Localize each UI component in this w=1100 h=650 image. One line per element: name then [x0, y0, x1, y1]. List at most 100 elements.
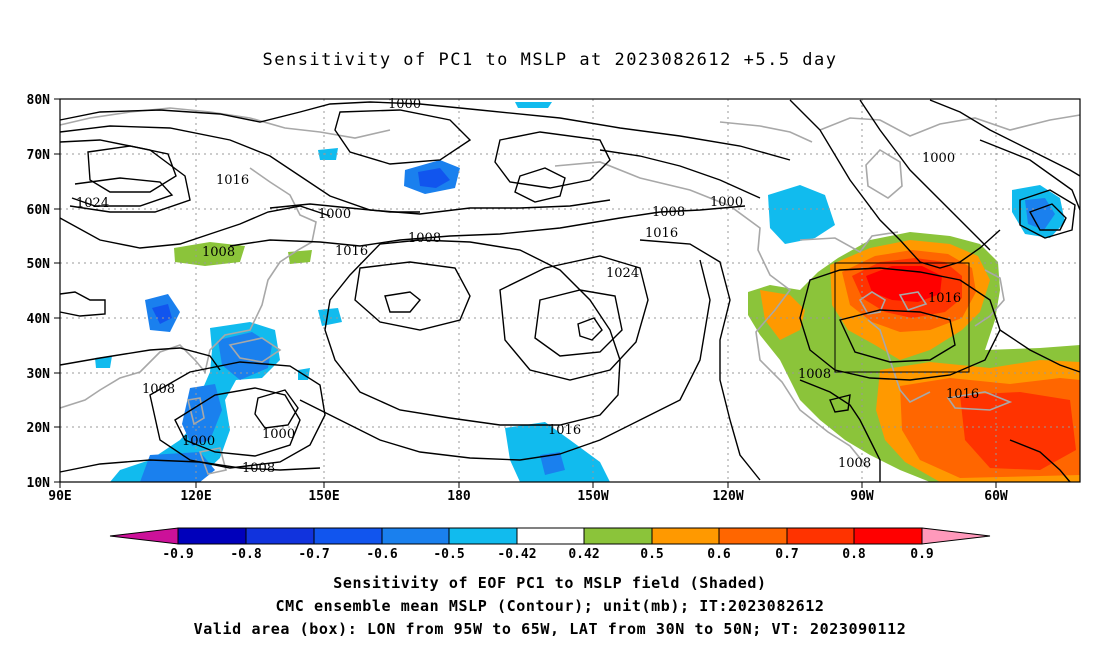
- coastline: [59, 167, 317, 409]
- mslp-contour: [534, 289, 623, 357]
- mslp-contour: [59, 347, 221, 371]
- coastline: [719, 121, 813, 143]
- mslp-contour: [829, 394, 851, 413]
- negative-sensitivity-region: [95, 356, 112, 368]
- coastline: [858, 291, 887, 315]
- latitude-labels: 80N 70N 60N 50N 40N 30N 20N 10N: [27, 93, 51, 491]
- lat-label: 80N: [27, 93, 51, 108]
- mslp-contour: [254, 389, 299, 429]
- contour-label: 1016: [216, 173, 249, 188]
- longitude-labels: 90E 120E 150E 180 150W 120W 90W 60W: [48, 489, 1008, 504]
- colorbar-label: -0.8: [230, 547, 261, 562]
- mslp-contour: [789, 99, 1001, 269]
- colorbar-label: -0.42: [497, 547, 536, 562]
- positive-sensitivity-region: [866, 266, 942, 302]
- negative-sensitivity-region: [768, 185, 835, 244]
- positive-sensitivity-region: [760, 290, 805, 340]
- mslp-contour: [59, 459, 321, 473]
- mslp-contour: [354, 261, 471, 331]
- negative-sensitivity-region: [140, 452, 215, 482]
- contour-label: 1000: [710, 195, 743, 210]
- mslp-contour: [929, 99, 1081, 177]
- colorbar-segment: [381, 527, 450, 545]
- coastlines: [59, 107, 1081, 475]
- mslp-contour: [999, 329, 1081, 373]
- coastline: [187, 397, 205, 426]
- lat-label: 30N: [27, 367, 51, 382]
- contour-label: 1000: [182, 434, 215, 449]
- contour-label: 1008: [652, 205, 685, 220]
- colorbar-segment: [245, 527, 315, 545]
- mslp-contour: [59, 101, 791, 161]
- mslp-contour: [269, 203, 420, 213]
- coastline: [198, 447, 227, 475]
- colorbar-label: -0.9: [162, 547, 193, 562]
- negative-sensitivity-region: [515, 102, 552, 108]
- negative-sensitivity-region: [418, 168, 450, 188]
- contour-label: 1008: [142, 382, 175, 397]
- contour-label: 1000: [262, 427, 295, 442]
- lon-label: 150E: [308, 489, 339, 504]
- mslp-contour: [149, 361, 326, 469]
- contour-label: 1024: [76, 196, 109, 211]
- coastline: [946, 391, 1013, 411]
- mslp-contour: [59, 139, 191, 213]
- lon-label: 90W: [850, 489, 874, 504]
- mslp-contours: [59, 99, 1081, 483]
- coastline: [898, 291, 928, 311]
- lat-label: 20N: [27, 421, 51, 436]
- lat-label: 70N: [27, 148, 51, 163]
- positive-sensitivity-region: [960, 392, 1076, 470]
- coastline: [228, 337, 282, 363]
- coastline: [799, 231, 899, 254]
- caption-line-1: Sensitivity of EOF PC1 to MSLP field (Sh…: [333, 574, 767, 592]
- mslp-contour: [1009, 439, 1071, 483]
- mslp-contour: [799, 379, 881, 482]
- colorbar: [109, 527, 991, 545]
- contour-label: 1008: [202, 245, 235, 260]
- colorbar-label: -0.5: [433, 547, 464, 562]
- mslp-contour: [384, 291, 421, 313]
- colorbar-segment: [516, 527, 585, 545]
- lon-label: 180: [447, 489, 471, 504]
- lat-label: 60N: [27, 203, 51, 218]
- colorbar-end-high: [921, 527, 991, 545]
- mslp-contour: [577, 317, 603, 341]
- colorbar-label: 0.6: [707, 547, 731, 562]
- colorbar-label: -0.6: [366, 547, 397, 562]
- mslp-contour: [799, 267, 1001, 381]
- mslp-contour: [839, 309, 956, 363]
- colorbar-segment: [583, 527, 653, 545]
- coastline: [59, 107, 391, 139]
- map-frame: [59, 98, 1081, 483]
- lat-label: 10N: [27, 476, 51, 491]
- positive-sensitivity-region: [174, 242, 245, 266]
- caption-line-2: CMC ensemble mean MSLP (Contour); unit(m…: [275, 597, 825, 615]
- contour-labels: 1000 1016 1024 1000 1008 1016 1008 1008 …: [76, 97, 979, 476]
- contour-label: 1024: [606, 266, 639, 281]
- contour-label: 1008: [798, 367, 831, 382]
- mslp-contour: [59, 291, 106, 317]
- lat-label: 40N: [27, 312, 51, 327]
- negative-sensitivity-region: [540, 452, 565, 475]
- mslp-contour: [71, 177, 174, 207]
- colorbar-label: -0.7: [298, 547, 329, 562]
- colorbar-label: 0.5: [640, 547, 663, 562]
- contour-label: 1016: [928, 291, 961, 306]
- mslp-contour: [1028, 203, 1067, 231]
- lon-label: 60W: [984, 489, 1008, 504]
- lon-label: 90E: [48, 489, 71, 504]
- contour-label: 1000: [388, 97, 421, 112]
- graticule: [60, 99, 1080, 482]
- colorbar-label: 0.42: [568, 547, 599, 562]
- coastline: [865, 148, 903, 199]
- contour-label: 1016: [946, 387, 979, 402]
- axis-ticks: [54, 98, 997, 488]
- colorbar-segment: [313, 527, 383, 545]
- positive-sensitivity-region: [288, 250, 312, 264]
- mslp-contour: [324, 239, 621, 426]
- plot-title: Sensitivity of PC1 to MSLP at 2023082612…: [262, 50, 838, 70]
- coastline: [819, 114, 1081, 137]
- colorbar-labels: -0.9 -0.8 -0.7 -0.6 -0.5 -0.42 0.42 0.5 …: [162, 547, 933, 562]
- colorbar-segment: [448, 527, 518, 545]
